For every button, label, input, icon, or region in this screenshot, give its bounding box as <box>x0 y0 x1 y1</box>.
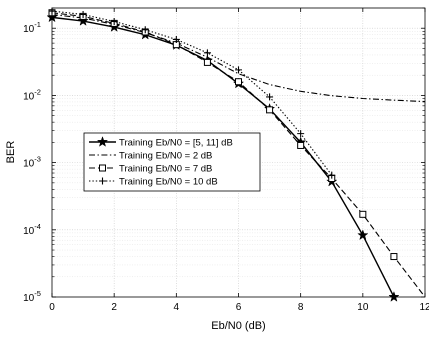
square-marker <box>359 210 367 218</box>
x-tick-label: 0 <box>49 302 55 313</box>
plus-marker <box>110 17 118 25</box>
star-marker <box>77 15 89 26</box>
square-marker <box>390 253 398 261</box>
x-tick-label: 6 <box>236 302 242 313</box>
x-axis-label: Eb/N0 (dB) <box>211 320 265 332</box>
square-marker <box>266 106 274 114</box>
y-tick-label: 10-5 <box>23 289 41 304</box>
series-4 <box>48 7 336 179</box>
plus-marker <box>235 66 242 74</box>
legend-label: Training Eb/N0 = [5, 11] dB <box>119 138 233 149</box>
x-tick-label: 2 <box>111 302 117 313</box>
plus-marker <box>297 130 305 138</box>
plus-marker <box>99 177 106 185</box>
plus-marker <box>172 35 180 43</box>
y-axis-label: BER <box>5 141 17 164</box>
plus-marker <box>79 11 87 19</box>
square-marker <box>235 78 242 86</box>
legend: Training Eb/N0 = [5, 11] dB Training Eb/N… <box>83 132 261 192</box>
series-line <box>51 10 333 176</box>
y-tick-label: 10-1 <box>23 20 41 35</box>
tick-layer: 0 2 4 6 8 10 12 10-1 10-2 10-3 10-4 10-5 <box>23 7 429 313</box>
legend-label: Training Eb/N0 = 10 dB <box>119 177 218 188</box>
x-tick-label: 10 <box>357 302 369 313</box>
y-tick-label: 10-4 <box>23 222 41 237</box>
plus-marker <box>266 93 274 101</box>
plus-marker <box>203 49 211 57</box>
star-marker <box>357 229 369 241</box>
series-layer <box>46 7 426 302</box>
y-tick-label: 10-3 <box>23 155 41 170</box>
plus-marker <box>328 171 336 179</box>
y-tick-label: 10-2 <box>23 87 41 102</box>
star-marker <box>96 136 109 147</box>
legend-label: Training Eb/N0 = 2 dB <box>119 151 212 162</box>
legend-label: Training Eb/N0 = 7 dB <box>119 164 212 175</box>
x-tick-label: 8 <box>298 302 304 313</box>
x-tick-label: 12 <box>419 302 429 313</box>
plus-marker <box>141 26 149 34</box>
star-marker <box>388 291 400 302</box>
square-marker <box>203 58 211 66</box>
square-marker <box>297 141 305 149</box>
grid-layer <box>52 7 425 297</box>
square-marker <box>99 164 106 172</box>
x-tick-label: 4 <box>174 302 180 313</box>
